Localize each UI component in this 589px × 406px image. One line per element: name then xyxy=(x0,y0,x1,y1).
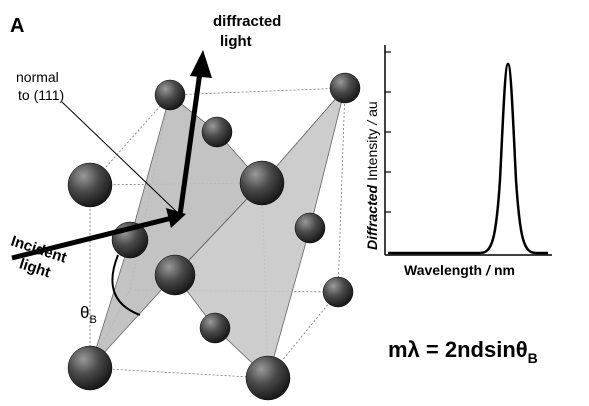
label-line: normal xyxy=(16,69,59,85)
normal-label: normal to (111) xyxy=(16,69,64,103)
label-line: diffracted xyxy=(213,13,281,30)
label-part: nm xyxy=(494,262,515,278)
panel-label: A xyxy=(10,15,24,37)
incident-arrow xyxy=(11,215,173,261)
angle-symbol: θ xyxy=(80,303,89,322)
angle-subscript: B xyxy=(89,314,96,326)
equation-main: mλ = 2ndsinθ xyxy=(388,337,528,362)
normal-line xyxy=(61,101,181,216)
x-axis-label: Wavelength / nm xyxy=(404,262,515,278)
spectrum-chart: DiffractedIntensity/au Wavelength / nm xyxy=(364,45,552,278)
equation: mλ = 2ndsinθB xyxy=(388,337,538,366)
label-line: to (111) xyxy=(18,87,64,103)
angle-label: θB xyxy=(80,303,97,326)
label-part: au xyxy=(364,101,380,117)
diffracted-label: diffracted light xyxy=(213,13,281,50)
diffracted-arrow xyxy=(177,71,203,216)
label-part: / xyxy=(364,119,380,126)
atoms xyxy=(67,72,361,401)
angle-arc xyxy=(111,254,141,316)
label-part: Wavelength xyxy=(404,262,482,278)
diffracted-arrowhead xyxy=(190,50,212,78)
label-part: Intensity xyxy=(364,129,380,181)
label-part: / xyxy=(485,262,492,278)
equation-subscript: B xyxy=(528,350,538,366)
spectrum-peak xyxy=(388,62,548,255)
label-part: Diffracted xyxy=(364,184,380,250)
label-line: light xyxy=(220,33,252,50)
y-axis-label: Diffracted Intensity / au xyxy=(364,101,380,250)
